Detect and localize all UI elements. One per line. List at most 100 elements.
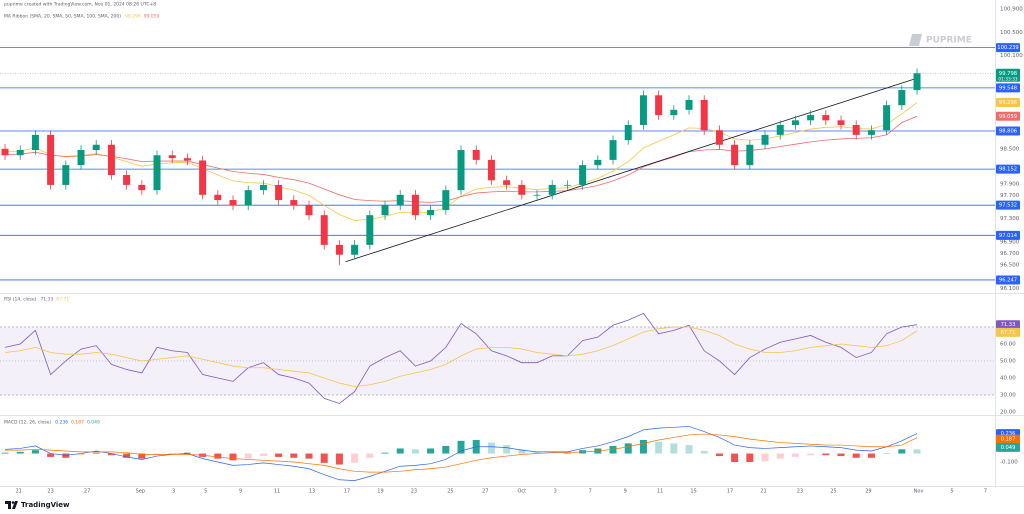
y-tick-label: 96.500	[1000, 263, 1020, 269]
histogram-label-text: 0.049	[1001, 445, 1016, 451]
histogram-bar	[867, 453, 875, 458]
candle-body	[305, 205, 313, 216]
candle-body	[107, 144, 115, 176]
macd-line	[5, 433, 918, 473]
candle-body	[837, 120, 845, 125]
y-tick-label: 98.500	[1000, 146, 1020, 152]
level-label-box	[996, 126, 1020, 136]
candle-body	[351, 244, 359, 255]
candle-body	[335, 244, 343, 255]
candle-body	[138, 184, 146, 191]
indicator-value: 67.71	[56, 297, 69, 303]
rsi-label-box	[996, 327, 1020, 337]
candle-body	[822, 115, 830, 121]
candle-body	[670, 109, 678, 116]
candle-body	[259, 184, 267, 191]
candle-body	[579, 165, 587, 185]
x-tick-label: 23	[411, 489, 417, 495]
y-tick-label: 100.900	[1000, 7, 1023, 13]
candle-body	[913, 73, 921, 91]
candle-body	[77, 150, 85, 166]
ma-label-box	[996, 111, 1020, 121]
candle-body	[229, 200, 237, 206]
candle-body	[700, 99, 708, 131]
source-note: puprime created with TradingView.com, No…	[4, 2, 156, 8]
histogram-bar	[229, 453, 237, 461]
rsi-label-text: 67.71	[1001, 330, 1016, 336]
macd-label-box	[996, 434, 1020, 444]
candle-body	[807, 115, 815, 121]
y-tick-label: 50.00	[1000, 358, 1016, 364]
candle-body	[153, 155, 161, 191]
candle-body	[731, 144, 739, 166]
candle-body	[381, 205, 389, 216]
indicator-value: 99.059	[144, 14, 160, 20]
ma-label-text: 99.296	[999, 100, 1017, 106]
candle-body	[487, 159, 495, 181]
x-tick-label: 21	[760, 489, 766, 495]
candle-body	[852, 124, 860, 135]
histogram-bar	[275, 453, 283, 457]
x-tick-label: 9	[239, 489, 242, 495]
level-label-text: 97.532	[999, 203, 1017, 209]
histogram-bar	[457, 440, 465, 454]
y-tick-label: 97.300	[1000, 216, 1020, 222]
x-tick-label: 7	[589, 489, 592, 495]
histogram-bar	[427, 448, 435, 454]
histogram-bar	[715, 453, 723, 457]
candle-body	[563, 184, 571, 186]
candle-body	[898, 90, 906, 106]
histogram-bar	[366, 453, 374, 458]
candle-body	[427, 209, 435, 216]
histogram-bar	[47, 453, 55, 457]
level-label-text: 98.806	[999, 129, 1017, 135]
histogram-bar	[852, 453, 860, 458]
histogram-bar	[700, 451, 708, 454]
candle-body	[715, 130, 723, 145]
x-tick-label: 5	[950, 489, 953, 495]
indicator-value: 0.187	[71, 420, 84, 426]
candle-body	[92, 144, 100, 150]
x-tick-label: 17	[344, 489, 350, 495]
histogram-bar	[411, 449, 419, 454]
histogram-bar	[746, 453, 754, 462]
y-tick-label: 100.100	[1000, 53, 1023, 59]
level-label-box	[996, 83, 1020, 93]
histogram-bar	[244, 453, 252, 459]
histogram-bar	[381, 452, 389, 454]
indicator-value: 99.296	[125, 14, 141, 20]
histogram-bar	[639, 440, 647, 454]
y-tick-label: 40.00	[1000, 375, 1016, 381]
y-tick-label: 96.100	[1000, 286, 1020, 292]
indicator-title: RSI (14, close)	[4, 297, 37, 303]
histogram-bar	[761, 453, 769, 462]
indicator-title: MACD (12, 26, close)	[4, 420, 51, 426]
histogram-bar	[609, 445, 617, 454]
level-label-text: 99.548	[999, 85, 1017, 91]
histogram-bar	[183, 452, 191, 454]
histogram-bar	[685, 445, 693, 454]
x-tick-label: 3	[172, 489, 175, 495]
histogram-bar	[503, 445, 511, 454]
x-tick-label: 5	[204, 489, 207, 495]
histogram-bar	[731, 453, 739, 462]
candle-body	[320, 215, 328, 245]
x-tick-label: 25	[830, 489, 836, 495]
x-tick-label: 19	[377, 489, 383, 495]
trendline	[345, 76, 921, 263]
rsi-label-text: 71.33	[1001, 322, 1016, 328]
level-label-text: 98.152	[999, 167, 1017, 173]
candle-body	[366, 215, 374, 245]
ma-label-box	[996, 98, 1020, 108]
footer-logo: TradingView	[5, 501, 70, 509]
x-tick-label: 15	[690, 489, 696, 495]
candle-body	[123, 175, 131, 185]
y-tick-label: 96.700	[1000, 251, 1020, 257]
indicator-value: 71.33	[40, 297, 53, 303]
current-price-box	[996, 68, 1020, 82]
candle-body	[16, 150, 24, 156]
histogram-bar	[290, 453, 298, 458]
level-label-text: 97.014	[999, 233, 1018, 239]
